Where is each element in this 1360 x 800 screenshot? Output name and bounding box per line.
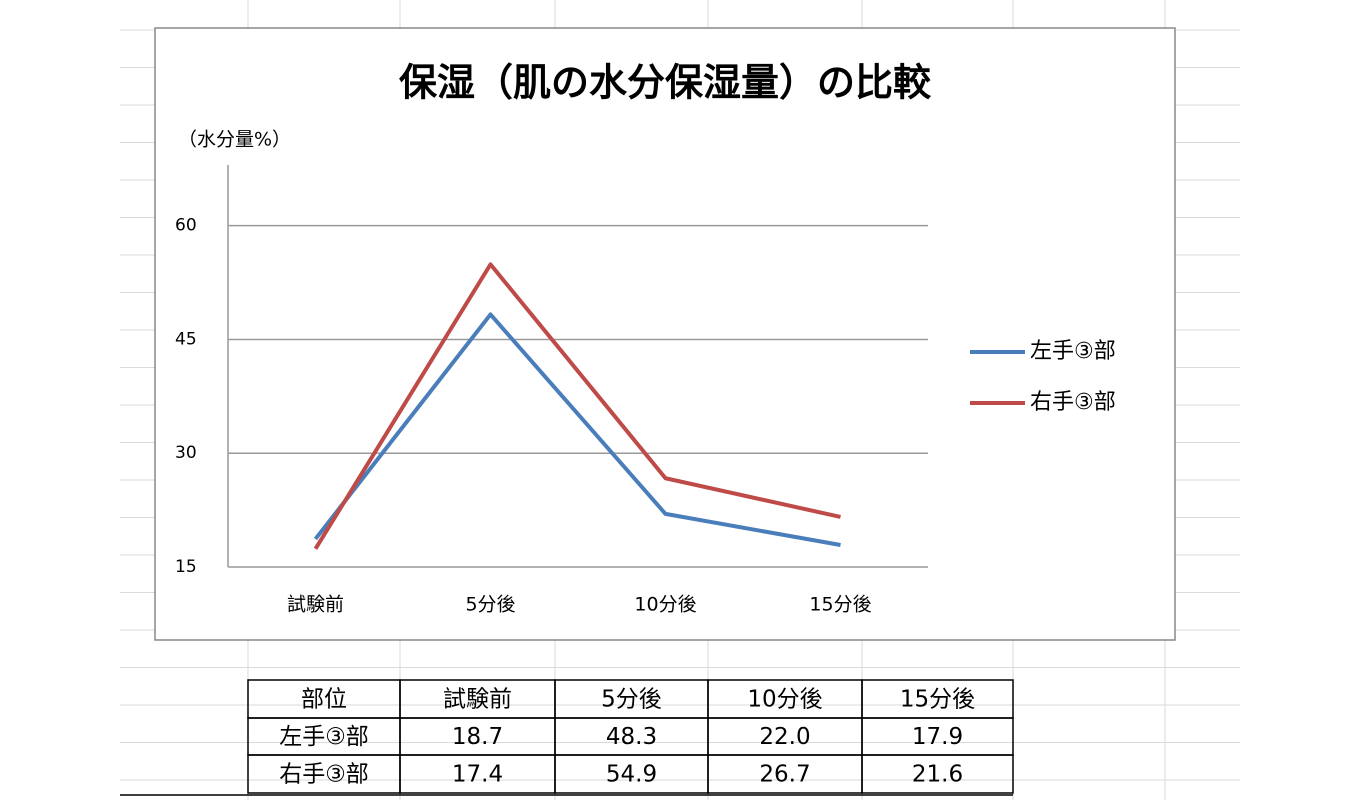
y-tick-label: 30 [175,443,197,463]
y-tick-label: 60 [175,216,197,236]
table-value: 26.7 [759,762,810,788]
table-header: 部位 [301,687,347,713]
series-line [313,312,841,547]
legend-label: 左手③部 [1030,339,1116,364]
x-tick-label: 10分後 [634,594,696,616]
table-value: 48.3 [606,724,657,750]
x-tick-label: 5分後 [465,594,515,616]
table-value: 54.9 [606,762,657,788]
table-value: 18.7 [452,724,503,750]
table-cell [861,754,1014,794]
y-tick-label: 15 [175,557,197,577]
legend-label: 右手③部 [1030,390,1116,415]
table-value: 17.4 [452,762,503,788]
table-value: 17.9 [912,724,963,750]
table-value: 22.0 [759,724,810,750]
table-value: 21.6 [912,762,963,788]
table-header: 5分後 [601,687,662,713]
x-tick-label: 15分後 [809,594,871,616]
y-tick-label: 45 [175,329,197,349]
table-value: 左手③部 [279,724,369,750]
y-axis-label: （水分量%） [178,129,291,151]
table-header: 15分後 [900,687,975,713]
series-line [313,262,841,550]
table-header: 10分後 [747,687,822,713]
x-tick-label: 試験前 [287,594,344,616]
chart-frame [154,27,1176,641]
chart-title: 保湿（肌の水分保湿量）の比較 [399,61,932,105]
table-header: 試験前 [443,687,512,713]
table-value: 右手③部 [279,762,369,788]
